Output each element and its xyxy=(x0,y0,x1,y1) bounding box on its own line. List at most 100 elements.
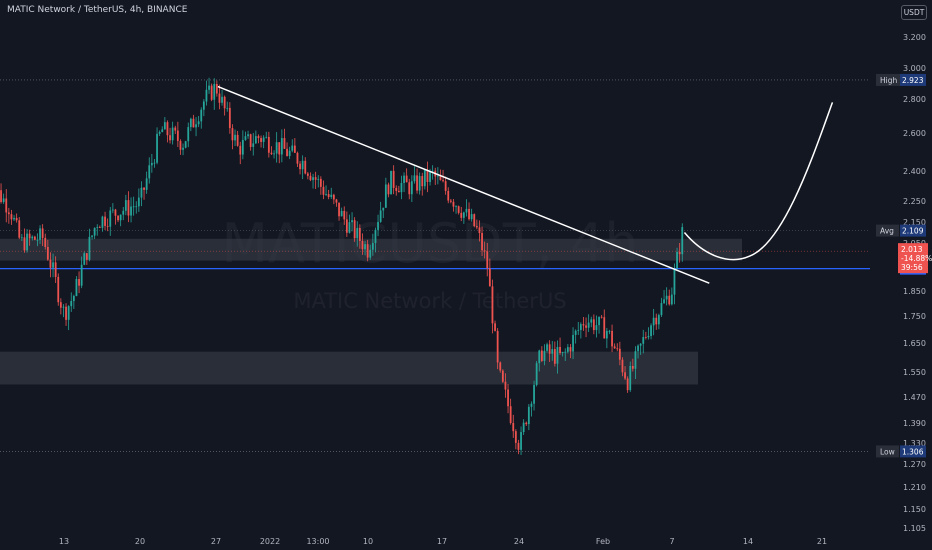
candle-body xyxy=(670,294,673,305)
candle-body xyxy=(494,323,496,331)
candle-body xyxy=(179,140,182,150)
candle xyxy=(652,308,655,336)
candle xyxy=(663,289,665,304)
candle xyxy=(634,346,637,380)
candle-body xyxy=(429,171,431,182)
candle-body xyxy=(345,219,348,233)
candle-body xyxy=(478,227,481,234)
candle xyxy=(507,384,509,414)
candle-body xyxy=(174,127,177,131)
price-tick-label: 1.550 xyxy=(903,368,926,377)
candle xyxy=(488,258,491,287)
candle-body xyxy=(288,150,291,156)
candle-body xyxy=(195,124,197,128)
candle xyxy=(88,228,91,262)
time-axis[interactable]: 13 20 27 2022 13:00 10 17 24 Feb 7 14 21 xyxy=(59,537,827,546)
candle xyxy=(564,348,567,361)
avg-title: Avg xyxy=(880,227,894,236)
candle-body xyxy=(241,139,244,155)
candle-body xyxy=(468,208,470,220)
candle xyxy=(156,127,158,165)
candles xyxy=(0,77,684,456)
candle-body xyxy=(470,214,473,220)
candle xyxy=(130,197,132,223)
candle-body xyxy=(262,137,265,142)
candle-body xyxy=(514,431,517,443)
candle-body xyxy=(652,317,655,326)
candle xyxy=(33,235,36,241)
candle xyxy=(273,150,275,159)
candle xyxy=(288,146,291,160)
candle-body xyxy=(608,330,611,332)
candle-body xyxy=(234,134,236,141)
candle-body xyxy=(660,303,663,316)
candle-body xyxy=(379,210,382,222)
candle-body xyxy=(75,279,78,296)
candle-body xyxy=(119,214,122,221)
candle xyxy=(390,170,392,195)
candle-body xyxy=(634,351,637,369)
candle xyxy=(75,276,78,297)
candle-body xyxy=(57,276,60,303)
candle-body xyxy=(348,222,351,233)
candle xyxy=(650,323,652,340)
candle xyxy=(171,121,174,145)
currency-button[interactable]: USDT xyxy=(901,5,927,20)
candle xyxy=(62,304,65,318)
candle xyxy=(374,227,377,253)
candle-body xyxy=(236,134,239,146)
candle xyxy=(239,141,242,165)
candle xyxy=(460,206,463,222)
time-tick-label: 7 xyxy=(669,537,674,546)
candle-body xyxy=(98,227,101,228)
candle-body xyxy=(132,206,135,208)
candle-body xyxy=(605,330,608,339)
candle-body xyxy=(481,233,483,251)
candle xyxy=(574,329,577,344)
candle xyxy=(340,207,343,217)
candle-body xyxy=(546,344,548,351)
candle xyxy=(286,142,288,157)
candle xyxy=(475,219,478,230)
candle-body xyxy=(442,180,444,182)
candle xyxy=(494,320,496,332)
candle-body xyxy=(579,324,582,331)
candle xyxy=(525,421,528,426)
candle xyxy=(457,205,460,215)
candle-body xyxy=(512,422,515,432)
candle-body xyxy=(265,136,268,138)
candle-body xyxy=(413,175,416,182)
candle-body xyxy=(639,343,642,346)
candle xyxy=(226,101,229,112)
candle xyxy=(309,172,312,182)
candle-body xyxy=(59,302,62,308)
candle xyxy=(83,251,86,266)
candle xyxy=(283,128,286,150)
candle xyxy=(182,143,184,156)
candle xyxy=(36,233,39,247)
candle xyxy=(124,194,127,216)
candle-body xyxy=(83,253,86,265)
candle xyxy=(93,227,96,240)
candle-body xyxy=(390,170,392,195)
candle xyxy=(312,173,314,189)
candle xyxy=(195,117,197,137)
candle-body xyxy=(202,101,205,110)
candle-body xyxy=(322,186,325,195)
candle xyxy=(613,343,616,349)
price-tick-label: 3.200 xyxy=(903,33,926,42)
candle-body xyxy=(585,325,587,328)
candle xyxy=(491,279,494,334)
candle xyxy=(135,201,138,214)
symbol-title[interactable]: MATIC Network / TetherUS, 4h, BINANCE xyxy=(7,5,188,15)
candle-body xyxy=(301,160,304,170)
candle xyxy=(530,401,533,417)
candle xyxy=(80,256,83,289)
candle-body xyxy=(395,187,398,191)
time-tick-label: 13 xyxy=(59,537,69,546)
candle-body xyxy=(387,184,390,195)
candle xyxy=(527,404,530,431)
candle-body xyxy=(540,350,543,361)
candle xyxy=(98,225,101,228)
